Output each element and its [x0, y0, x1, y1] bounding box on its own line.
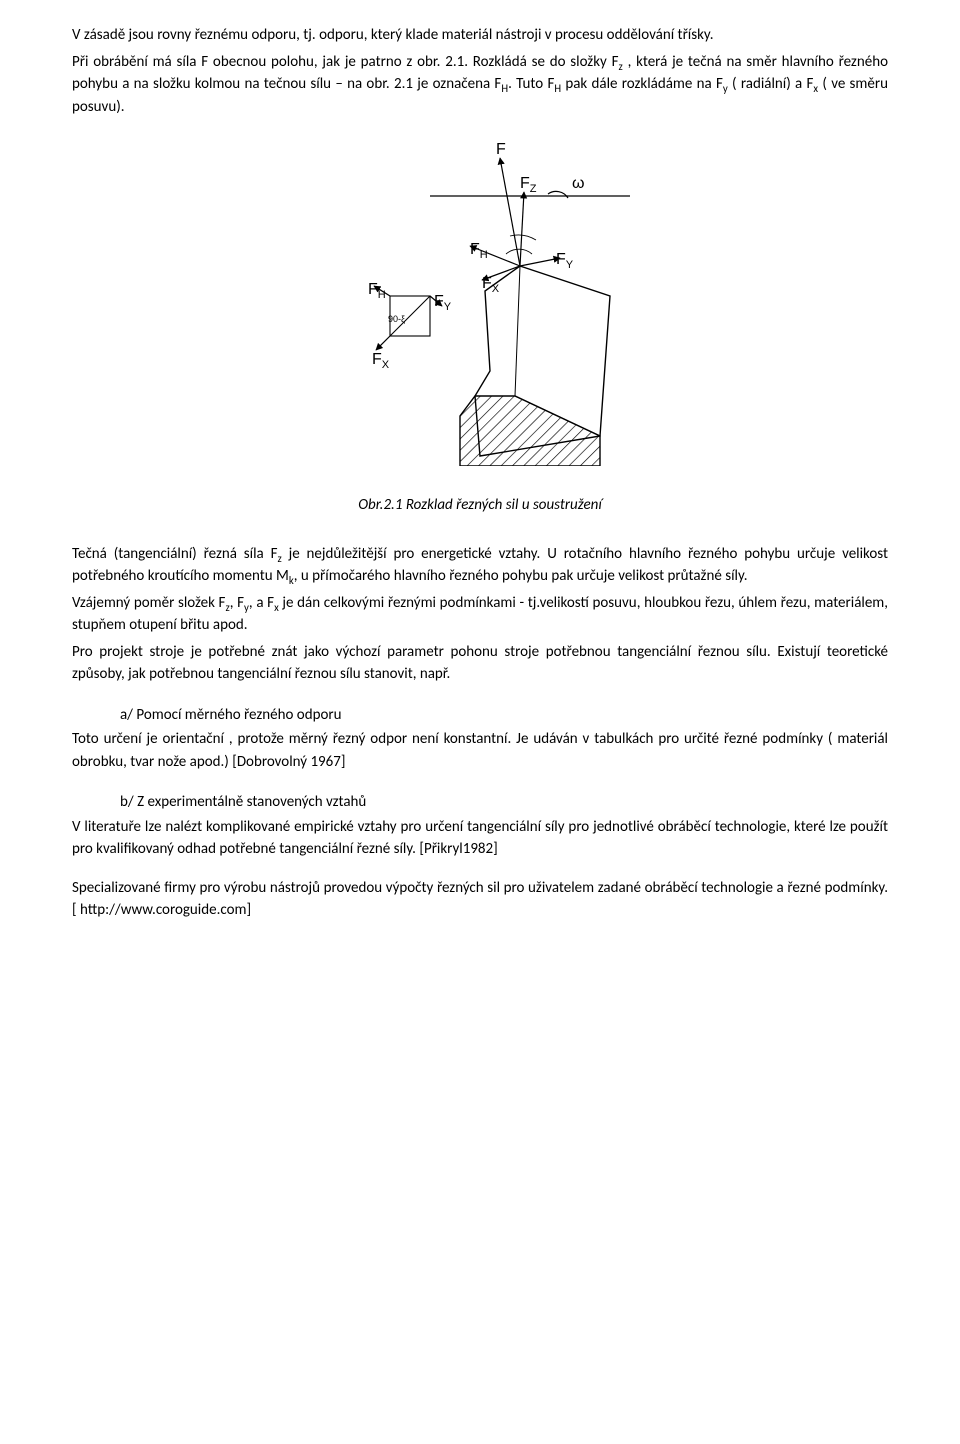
svg-text:ω: ω	[572, 175, 585, 192]
paragraph-1: V zásadě jsou rovny řeznému odporu, tj. …	[72, 24, 888, 47]
paragraph-3: Tečná (tangenciální) řezná síla Fz je ne…	[72, 543, 888, 588]
figure-container: FFZωFHFYFXFHFYFX90-ξ	[72, 136, 888, 466]
paragraph-4: Vzájemný poměr složek Fz, Fy, a Fx je dá…	[72, 592, 888, 637]
paragraph-2: Při obrábění má síla F obecnou polohu, j…	[72, 51, 888, 119]
svg-text:FZ: FZ	[520, 175, 537, 195]
svg-text:FY: FY	[556, 251, 574, 271]
svg-text:90-ξ: 90-ξ	[388, 314, 405, 324]
svg-text:FX: FX	[372, 351, 390, 371]
p2-t3: . Tuto F	[508, 75, 554, 93]
p2-t4: pak dále rozkládáme na F	[561, 75, 723, 93]
figure-caption: Obr.2.1 Rozklad řezných sil u soustružen…	[72, 494, 888, 517]
p2-t5: ( radiální) a F	[728, 75, 814, 93]
subheading-b: b/ Z experimentálně stanovených vztahů	[120, 791, 888, 814]
p4-t2: , F	[230, 594, 244, 612]
svg-text:F: F	[496, 141, 506, 158]
paragraph-8: Specializované firmy pro výrobu nástrojů…	[72, 877, 888, 922]
subheading-a: a/ Pomocí měrného řezného odporu	[120, 704, 888, 727]
p2-t1: Při obrábění má síla F obecnou polohu, j…	[72, 53, 619, 71]
p4-t3: , a F	[249, 594, 274, 612]
p3-t3: , u přímočarého hlavního řezného pohybu …	[294, 567, 748, 585]
paragraph-6: Toto určení je orientační , protože měrn…	[72, 728, 888, 773]
svg-text:FH: FH	[470, 241, 488, 261]
svg-text:FY: FY	[434, 293, 452, 313]
paragraph-5: Pro projekt stroje je potřebné znát jako…	[72, 641, 888, 686]
p4-t1: Vzájemný poměr složek F	[72, 594, 225, 612]
paragraph-7: V literatuře lze nalézt komplikované emp…	[72, 816, 888, 861]
force-diagram: FFZωFHFYFXFHFYFX90-ξ	[310, 136, 650, 466]
svg-text:FH: FH	[368, 281, 386, 301]
p3-t1: Tečná (tangenciální) řezná síla F	[72, 545, 278, 563]
